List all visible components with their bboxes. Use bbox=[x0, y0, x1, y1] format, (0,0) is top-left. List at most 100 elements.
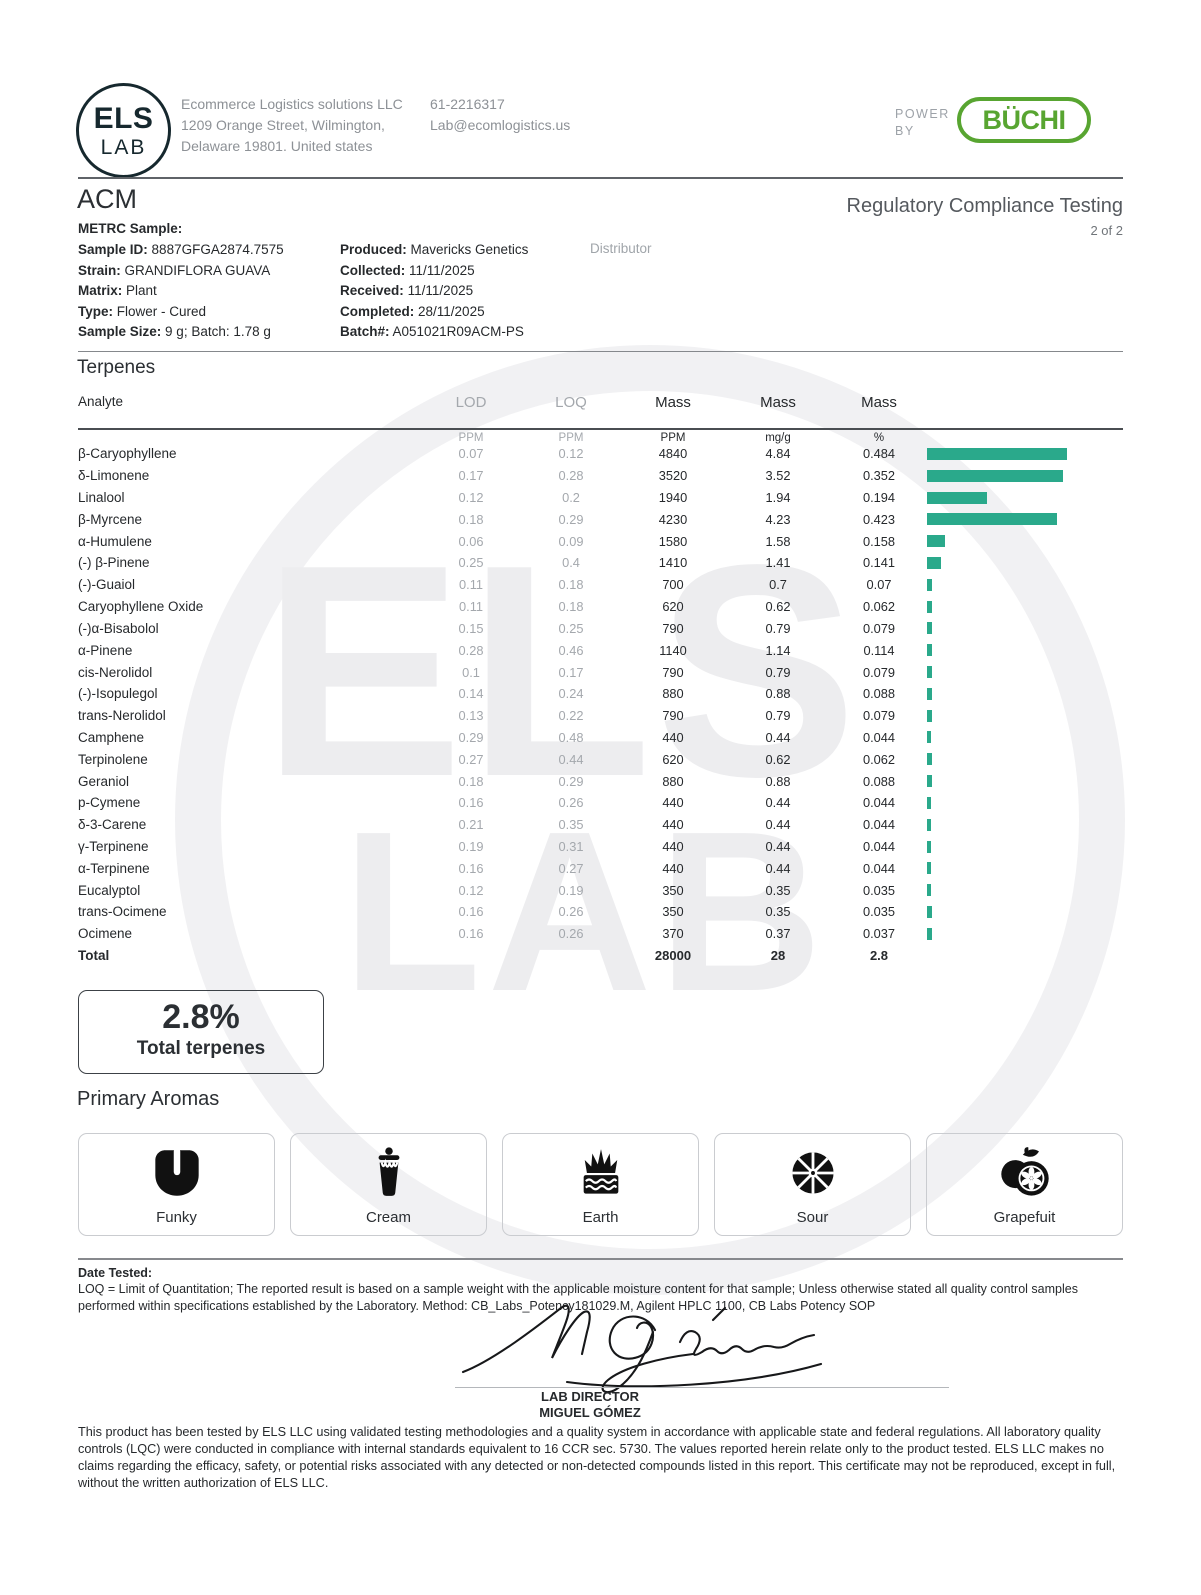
terpene-bar bbox=[927, 905, 932, 918]
analyte-name: (-)-Guaiol bbox=[78, 577, 136, 593]
analyte-name: (-)α-Bisabolol bbox=[78, 620, 159, 636]
earth-icon bbox=[574, 1144, 628, 1202]
aroma-card: Cream bbox=[290, 1133, 487, 1236]
meta-field: Produced: Mavericks Genetics bbox=[340, 242, 529, 257]
mass-pct-value: 0.088 bbox=[862, 773, 896, 789]
mass-ppm-value: 440 bbox=[662, 860, 684, 876]
lod-value: 0.17 bbox=[458, 468, 484, 484]
col-lod: LOD bbox=[455, 394, 487, 411]
mass-mgg-value: 3.52 bbox=[765, 468, 791, 484]
loq-value: 0.28 bbox=[558, 468, 584, 484]
aroma-label: Cream bbox=[365, 1209, 411, 1226]
loq-value: 0.26 bbox=[558, 795, 584, 811]
loq-value: 0.31 bbox=[558, 839, 584, 855]
loq-value: 0.12 bbox=[558, 446, 584, 462]
meta-field: Received: 11/11/2025 bbox=[340, 283, 474, 299]
lod-value: 0.21 bbox=[458, 817, 484, 833]
page-number: 2 of 2 bbox=[1090, 223, 1123, 238]
loq-value: 0.29 bbox=[558, 511, 584, 527]
report-title: Regulatory Compliance Testing bbox=[846, 195, 1123, 217]
lod-value: 0.11 bbox=[459, 599, 483, 615]
mass-ppm-value: 700 bbox=[662, 577, 684, 593]
loq-value: 0.09 bbox=[558, 533, 584, 549]
signatory-block: LAB DIRECTOR MIGUEL GÓMEZ bbox=[455, 1389, 725, 1421]
unit-loq: PPM bbox=[558, 432, 584, 444]
grapefruit-icon bbox=[997, 1144, 1053, 1202]
lab-contact: 61-2216317 Lab@ecomlogistics.us bbox=[430, 94, 570, 136]
mass-ppm-value: 790 bbox=[662, 708, 684, 724]
sample-meta-col1: Sample ID: 8887GFGA2874.7575 Strain: GRAN… bbox=[78, 240, 284, 343]
mass-ppm-value: 440 bbox=[662, 729, 684, 745]
col-mass-pct: Mass bbox=[861, 394, 897, 411]
analyte-name: trans-Ocimene bbox=[78, 904, 167, 920]
mass-ppm-value: 620 bbox=[662, 751, 684, 767]
mass-ppm-value: 880 bbox=[662, 773, 684, 789]
logo-lab-text: LAB bbox=[100, 135, 147, 159]
mass-mgg-value: 0.62 bbox=[765, 599, 791, 615]
company-address: Ecommerce Logistics solutions LLC 1209 O… bbox=[181, 94, 403, 157]
mass-ppm-value: 350 bbox=[662, 904, 684, 920]
total-terpenes-value: 2.8% bbox=[162, 998, 240, 1036]
unit-lod: PPM bbox=[458, 432, 484, 444]
lod-value: 0.12 bbox=[458, 882, 484, 898]
analyte-name: p-Cymene bbox=[78, 795, 141, 811]
sour-icon bbox=[787, 1144, 839, 1202]
lod-value: 0.29 bbox=[458, 729, 484, 745]
lod-value: 0.15 bbox=[458, 620, 484, 636]
mass-ppm-value: 4840 bbox=[658, 446, 688, 462]
terpene-bar bbox=[927, 513, 1057, 526]
analyte-name: Camphene bbox=[78, 729, 145, 745]
funky-icon bbox=[154, 1148, 199, 1196]
analyte-name: cis-Nerolidol bbox=[78, 664, 153, 680]
aroma-card: Grapefuit bbox=[926, 1133, 1123, 1236]
mass-ppm-value: 620 bbox=[662, 599, 684, 615]
terpene-bar bbox=[927, 687, 932, 700]
footnote-divider bbox=[78, 1258, 1123, 1260]
grapefruit-icon bbox=[1000, 1147, 1049, 1196]
mass-mgg-value: 0.62 bbox=[765, 751, 791, 767]
mass-mgg-value: 4.23 bbox=[765, 511, 791, 527]
mass-mgg-value: 0.79 bbox=[765, 664, 791, 680]
mass-pct-value: 0.194 bbox=[862, 490, 896, 506]
analyte-name: Terpinolene bbox=[78, 751, 148, 767]
analyte-name: Ocimene bbox=[78, 926, 133, 942]
meta-field: Sample Size: 9 g; Batch: 1.78 g bbox=[78, 324, 271, 340]
total-label: Total bbox=[78, 947, 110, 963]
mass-pct-value: 0.079 bbox=[862, 620, 896, 636]
terpene-row: α-Humulene 0.06 0.09 1580 1.58 0.158 bbox=[78, 530, 1188, 552]
mass-pct-value: 0.07 bbox=[866, 577, 892, 593]
col-mass-mgg: Mass bbox=[760, 394, 796, 411]
mass-mgg-value: 1.41 bbox=[765, 555, 791, 571]
terpene-row: Ocimene 0.16 0.26 370 0.37 0.037 bbox=[78, 923, 1188, 945]
mass-pct-value: 0.114 bbox=[863, 642, 895, 658]
terpene-row: α-Terpinene 0.16 0.27 440 0.44 0.044 bbox=[78, 857, 1188, 879]
unit-ppm: PPM bbox=[660, 432, 686, 444]
mass-pct-value: 0.044 bbox=[862, 795, 896, 811]
terpene-bar bbox=[927, 447, 1067, 460]
analyte-name: γ-Terpinene bbox=[78, 839, 149, 855]
section-divider bbox=[78, 351, 1123, 352]
terpene-row: trans-Ocimene 0.16 0.26 350 0.35 0.035 bbox=[78, 901, 1188, 923]
col-mass-ppm: Mass bbox=[655, 394, 691, 411]
mass-pct-value: 0.044 bbox=[862, 817, 896, 833]
analyte-name: Eucalyptol bbox=[78, 882, 141, 898]
power-by-label: POWER BY bbox=[895, 107, 950, 138]
mass-ppm-value: 350 bbox=[662, 882, 684, 898]
mass-mgg-value: 0.44 bbox=[765, 795, 791, 811]
cream-icon bbox=[364, 1144, 414, 1202]
signature-line bbox=[455, 1387, 949, 1388]
client-name: ACM bbox=[77, 184, 137, 214]
analyte-name: (-) β-Pinene bbox=[78, 555, 150, 571]
sour-icon bbox=[791, 1152, 834, 1194]
distributor-label: Distributor bbox=[590, 241, 652, 256]
unit-mgg: mg/g bbox=[765, 432, 791, 444]
mass-pct-value: 0.423 bbox=[862, 511, 896, 527]
terpene-row: Caryophyllene Oxide 0.11 0.18 620 0.62 0… bbox=[78, 596, 1188, 618]
terpene-row: (-)α-Bisabolol 0.15 0.25 790 0.79 0.079 bbox=[78, 618, 1188, 640]
lod-value: 0.07 bbox=[458, 446, 484, 462]
aroma-card: Funky bbox=[78, 1133, 275, 1236]
aroma-cards: Funky Cream Earth Sour Grapefuit bbox=[78, 1133, 1123, 1236]
mass-ppm-value: 1140 bbox=[659, 642, 687, 658]
lod-value: 0.18 bbox=[458, 511, 484, 527]
mass-mgg-value: 1.58 bbox=[765, 533, 791, 549]
